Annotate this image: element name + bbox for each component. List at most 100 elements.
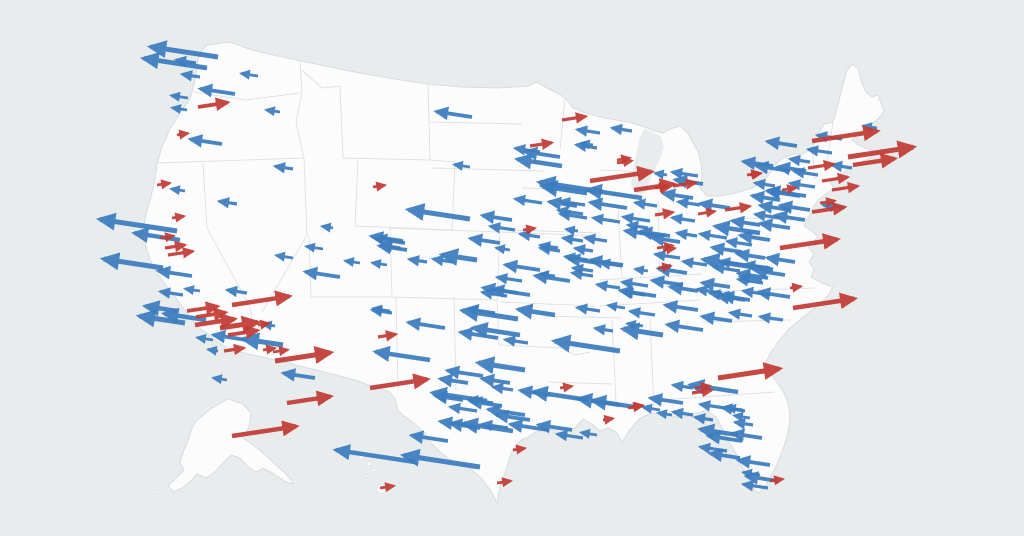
dem-shift-arrow (451, 160, 471, 171)
rep-shift-arrow (831, 181, 861, 194)
dem-shift-arrow (332, 444, 416, 465)
rep-shift-arrow (749, 169, 764, 180)
rep-shift-arrow (717, 362, 784, 381)
dem-shift-arrow (465, 395, 494, 407)
dem-shift-arrow (699, 277, 731, 292)
dem-shift-arrow (670, 380, 694, 393)
rep-shift-arrow (847, 140, 918, 160)
rep-shift-arrow (807, 159, 837, 172)
dem-shift-arrow (752, 265, 786, 280)
dem-shift-arrow (717, 257, 746, 269)
rep-shift-arrow (379, 482, 397, 493)
dem-shift-arrow (732, 418, 754, 430)
dem-shift-arrow (405, 317, 446, 331)
dem-shift-arrow (670, 407, 694, 420)
rep-shift-arrow (164, 240, 188, 253)
dem-shift-arrow (187, 134, 223, 148)
dem-shift-arrow (740, 286, 771, 299)
dem-shift-arrow (777, 200, 811, 215)
dem-shift-arrow (620, 287, 646, 299)
dem-shift-arrow (399, 448, 481, 470)
rep-shift-arrow (654, 182, 671, 193)
rep-shift-arrow (231, 290, 293, 308)
rep-shift-arrow (627, 402, 645, 413)
dem-shift-arrow (369, 259, 388, 270)
rep-shift-arrow (377, 330, 399, 342)
dem-shift-arrow (572, 244, 594, 256)
dem-shift-arrow (95, 212, 178, 234)
dem-shift-arrow (205, 345, 219, 356)
dem-shift-arrow (724, 237, 753, 249)
rep-shift-arrow (176, 129, 191, 140)
dem-shift-arrow (470, 322, 521, 339)
dem-shift-arrow (224, 285, 248, 298)
rep-shift-arrow (811, 125, 881, 144)
rep-shift-arrow (819, 197, 838, 208)
rep-shift-arrow (781, 184, 799, 195)
dem-shift-arrow (493, 409, 531, 424)
rep-shift-arrow (656, 241, 676, 252)
dem-shift-arrow (589, 394, 636, 411)
dem-shift-arrow (157, 287, 184, 299)
dem-shift-arrow (546, 196, 578, 211)
dem-shift-arrow (592, 324, 614, 336)
rep-shift-arrow (274, 346, 335, 364)
dem-shift-arrow (197, 83, 236, 98)
dem-shift-arrow (787, 179, 816, 191)
rep-shift-arrow (697, 207, 718, 218)
dem-shift-arrow (791, 167, 819, 179)
dem-shift-arrow (447, 418, 481, 433)
dem-shift-arrow (487, 222, 516, 234)
dem-shift-arrow (303, 242, 324, 253)
rep-shift-arrow (227, 325, 261, 340)
dem-shift-arrow (574, 303, 601, 315)
dem-shift-arrow (280, 368, 316, 382)
rep-shift-arrow (529, 138, 555, 150)
dem-shift-arrow (724, 403, 744, 414)
rep-shift-arrow (167, 247, 196, 259)
dem-shift-arrow (667, 281, 699, 296)
rep-shift-arrow (821, 172, 851, 185)
dem-shift-arrow (729, 428, 763, 443)
rep-shift-arrow (512, 444, 528, 455)
dem-shift-arrow (342, 257, 361, 268)
dem-shift-arrow (764, 136, 798, 151)
dem-shift-arrow (697, 198, 731, 213)
dem-shift-arrow (590, 213, 621, 226)
rep-shift-arrow (657, 262, 674, 273)
dem-shift-arrow (563, 225, 579, 236)
rep-shift-arrow (602, 414, 616, 425)
dem-shift-arrow (239, 332, 284, 351)
dem-shift-arrow (649, 232, 681, 247)
dem-shift-arrow (507, 419, 549, 433)
dem-shift-arrow (627, 307, 656, 319)
dem-shift-arrow (302, 266, 341, 281)
rep-shift-arrow (691, 385, 715, 398)
dem-shift-arrow (370, 304, 391, 315)
dem-shift-arrow (273, 251, 294, 262)
dem-shift-arrow (805, 145, 833, 157)
dem-shift-arrow (479, 210, 513, 225)
rep-shift-arrow (561, 112, 589, 124)
rep-shift-arrow (156, 179, 173, 190)
rep-shift-arrow (159, 232, 177, 243)
rep-shift-arrow (272, 346, 291, 357)
dem-shift-arrow (458, 304, 519, 322)
dem-shift-arrow (735, 268, 769, 283)
rep-shift-arrow (171, 212, 187, 223)
dem-shift-arrow (537, 241, 559, 253)
dem-shift-arrow (669, 167, 699, 180)
rep-shift-arrow (186, 301, 221, 315)
dem-shift-arrow (512, 194, 543, 207)
dem-shift-arrow (168, 91, 189, 102)
dem-shift-arrow (433, 106, 473, 121)
dem-shift-arrow (609, 123, 633, 136)
dem-shift-arrow (632, 265, 649, 276)
rep-shift-arrow (369, 373, 431, 391)
rep-shift-arrow (559, 382, 575, 393)
dem-shift-arrow (737, 230, 771, 245)
dem-shift-arrow (649, 275, 684, 289)
dem-shift-arrow (173, 55, 197, 68)
rep-shift-arrow (654, 208, 676, 220)
arrows-layer (95, 40, 918, 493)
